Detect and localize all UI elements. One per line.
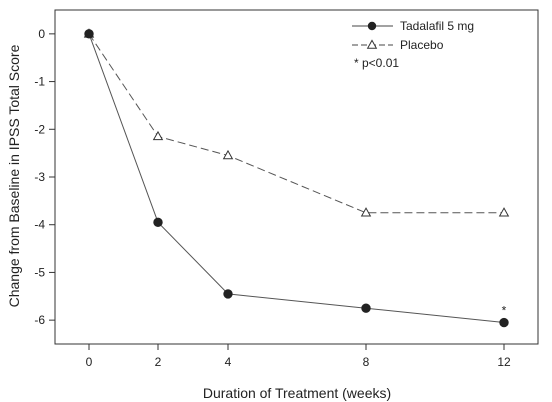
legend-significance-note: * p<0.01 [354, 56, 399, 70]
data-point-tadalafil [223, 289, 233, 299]
data-point-tadalafil [153, 217, 163, 228]
data-point-tadalafil [499, 317, 509, 328]
y-tick-label: -4 [34, 218, 45, 232]
legend-label-placebo: Placebo [400, 38, 444, 52]
data-point-placebo [222, 149, 234, 160]
significance-asterisk: * [502, 304, 507, 318]
legend-marker-tadalafil [367, 21, 377, 31]
plot-area [54, 9, 539, 345]
legend-label-tadalafil: Tadalafil 5 mg [400, 19, 474, 33]
y-tick-label: -1 [34, 75, 45, 89]
data-point-placebo [152, 130, 164, 141]
x-tick-label: 8 [363, 355, 370, 369]
y-tick-label: -5 [34, 265, 45, 279]
x-tick-label: 0 [86, 355, 93, 369]
legend: Tadalafil 5 mg Placebo* p<0.01 [352, 19, 474, 70]
y-tick-label: -3 [34, 170, 45, 184]
legend-marker-placebo [366, 39, 378, 49]
data-point-placebo [360, 207, 372, 217]
y-tick-label: 0 [38, 27, 45, 41]
x-tick-label: 2 [155, 355, 162, 369]
data-point-placebo [498, 207, 510, 217]
x-axis-label: Duration of Treatment (weeks) [203, 385, 391, 401]
y-tick-label: -2 [34, 122, 45, 136]
data-point-tadalafil [361, 303, 371, 313]
y-tick-label: -6 [34, 313, 45, 327]
data-point-tadalafil [84, 29, 94, 39]
x-tick-label: 12 [497, 355, 511, 369]
x-tick-label: 4 [225, 355, 232, 369]
y-axis-label: Change from Baseline in IPSS Total Score [6, 44, 22, 307]
series-line-placebo [88, 33, 504, 214]
series-line-tadalafil [88, 33, 505, 324]
